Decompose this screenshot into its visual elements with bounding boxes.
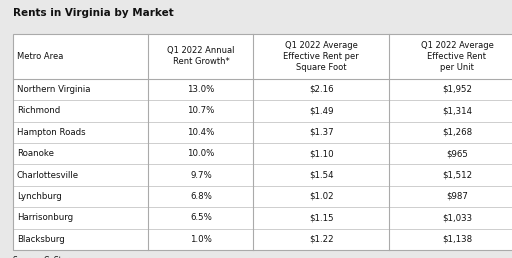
Text: Roanoke: Roanoke	[17, 149, 54, 158]
Text: $1.37: $1.37	[309, 128, 334, 137]
Text: Lynchburg: Lynchburg	[17, 192, 61, 201]
Text: Hampton Roads: Hampton Roads	[17, 128, 86, 137]
Text: Richmond: Richmond	[17, 106, 60, 115]
Text: Source: CoStar: Source: CoStar	[13, 256, 70, 258]
Bar	[13, 34, 512, 250]
Text: 6.8%: 6.8%	[190, 192, 212, 201]
Text: Q1 2022 Average
Effective Rent per
Square Foot: Q1 2022 Average Effective Rent per Squar…	[284, 41, 359, 72]
Text: Blacksburg: Blacksburg	[17, 235, 65, 244]
Text: $1.10: $1.10	[309, 149, 334, 158]
Text: $1.02: $1.02	[309, 192, 334, 201]
Text: $1,314: $1,314	[442, 106, 472, 115]
Text: $1,952: $1,952	[442, 85, 472, 94]
Text: $1,138: $1,138	[442, 235, 472, 244]
Text: $1.22: $1.22	[309, 235, 334, 244]
Text: $1,512: $1,512	[442, 171, 472, 180]
Text: Q1 2022 Average
Effective Rent
per Unit: Q1 2022 Average Effective Rent per Unit	[420, 41, 494, 72]
Text: 10.4%: 10.4%	[187, 128, 215, 137]
Text: Q1 2022 Annual
Rent Growth*: Q1 2022 Annual Rent Growth*	[167, 46, 234, 66]
Text: $1,268: $1,268	[442, 128, 472, 137]
Text: Charlottesville: Charlottesville	[17, 171, 79, 180]
Text: $1.54: $1.54	[309, 171, 334, 180]
Text: Rents in Virginia by Market: Rents in Virginia by Market	[13, 8, 174, 18]
Text: $965: $965	[446, 149, 468, 158]
Text: 9.7%: 9.7%	[190, 171, 212, 180]
Text: 10.7%: 10.7%	[187, 106, 215, 115]
Text: 13.0%: 13.0%	[187, 85, 215, 94]
Text: 1.0%: 1.0%	[190, 235, 212, 244]
Text: $2.16: $2.16	[309, 85, 334, 94]
Text: Northern Virginia: Northern Virginia	[17, 85, 91, 94]
Text: $1.49: $1.49	[309, 106, 333, 115]
Text: $1.15: $1.15	[309, 213, 334, 222]
Text: Harrisonburg: Harrisonburg	[17, 213, 73, 222]
Text: Metro Area: Metro Area	[17, 52, 63, 61]
Text: $987: $987	[446, 192, 468, 201]
Text: 6.5%: 6.5%	[190, 213, 212, 222]
Text: 10.0%: 10.0%	[187, 149, 215, 158]
Text: $1,033: $1,033	[442, 213, 472, 222]
